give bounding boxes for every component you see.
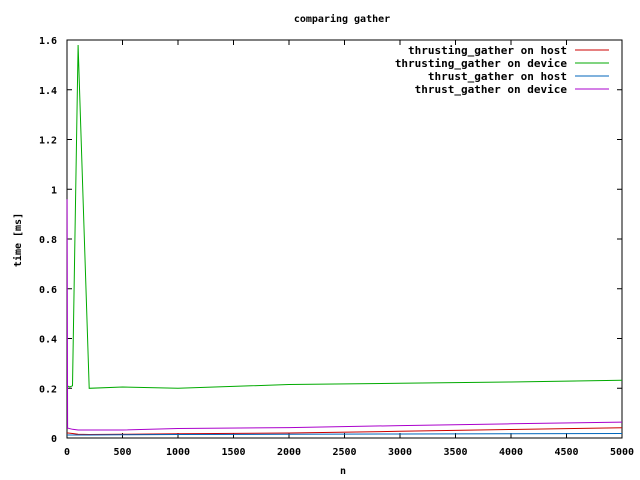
y-tick-label: 1.6 <box>39 36 57 47</box>
series-line-1 <box>66 44 623 389</box>
x-axis-label: n <box>340 466 346 477</box>
x-tick-label: 3000 <box>388 447 412 458</box>
legend-label-3: thrust_gather on device <box>415 83 568 96</box>
y-tick-label: 1 <box>51 185 57 196</box>
legend-label-2: thrust_gather on host <box>428 70 567 83</box>
y-tick-label: 1.4 <box>39 86 57 97</box>
y-tick-label: 0.8 <box>39 235 57 246</box>
y-tick-label: 0.2 <box>39 384 57 395</box>
legend-label-1: thrusting_gather on device <box>395 57 568 70</box>
x-tick-label: 1000 <box>166 447 190 458</box>
ticks: 0 500 1000 1500 2000 2500 3000 3500 4000 4500 5000… <box>39 36 634 458</box>
y-tick-label: 0 <box>51 434 57 445</box>
series-line-3 <box>66 199 623 431</box>
x-tick-label: 500 <box>113 447 131 458</box>
x-tick-label: 4500 <box>554 447 578 458</box>
legend: thrusting_gather on hostthrusting_gather… <box>395 44 609 96</box>
series-line-2 <box>67 433 623 436</box>
x-tick-label: 5000 <box>610 447 634 458</box>
x-tick-label: 2000 <box>277 447 301 458</box>
chart-title: comparing gather <box>294 13 390 25</box>
x-tick-label: 0 <box>64 447 70 458</box>
x-tick-label: 2500 <box>332 447 356 458</box>
x-tick-label: 1500 <box>221 447 245 458</box>
x-tick-label: 4000 <box>499 447 523 458</box>
legend-label-0: thrusting_gather on host <box>408 44 567 57</box>
y-tick-label: 0.4 <box>39 335 57 346</box>
x-tick-label: 3500 <box>443 447 467 458</box>
y-tick-label: 0.6 <box>39 285 57 296</box>
y-tick-label: 1.2 <box>39 136 57 147</box>
y-axis-label: time [ms] <box>12 213 24 267</box>
series-layer <box>66 44 623 436</box>
